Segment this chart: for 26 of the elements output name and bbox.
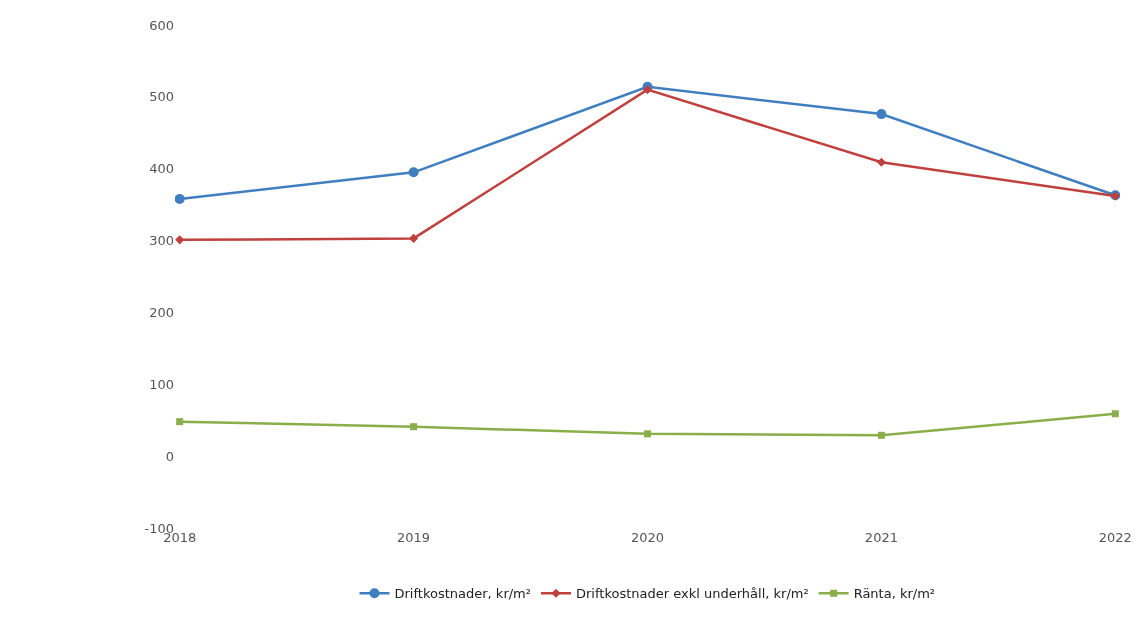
y-tick-label: 600 [149, 17, 174, 33]
y-tick-label: 300 [149, 233, 174, 249]
point [176, 418, 184, 426]
point [175, 193, 185, 204]
point [644, 430, 651, 438]
point [876, 109, 887, 120]
legend-label: Ränta, kr/m² [853, 586, 936, 602]
x-tick-label: 2020 [630, 530, 665, 545]
point [410, 423, 418, 431]
y-tick-label: 0 [165, 448, 174, 464]
point [1111, 410, 1119, 418]
point [642, 85, 653, 95]
x-tick-label: 2021 [864, 530, 898, 545]
legend-label: Driftkostnader exkl underhåll, kr/m² [576, 586, 809, 602]
point [175, 235, 185, 245]
point [409, 233, 419, 243]
point [876, 157, 886, 167]
y-tick-label: 500 [149, 89, 174, 105]
y-tick-label: 200 [149, 304, 174, 320]
point [877, 431, 885, 439]
legend-label: Driftkostnader, kr/m² [394, 586, 531, 602]
point [408, 167, 419, 178]
y-tick-label: 100 [149, 376, 174, 392]
x-tick-label: 2019 [397, 530, 431, 545]
x-tick-label: 2022 [1098, 530, 1132, 545]
y-tick-label: 400 [149, 161, 174, 177]
